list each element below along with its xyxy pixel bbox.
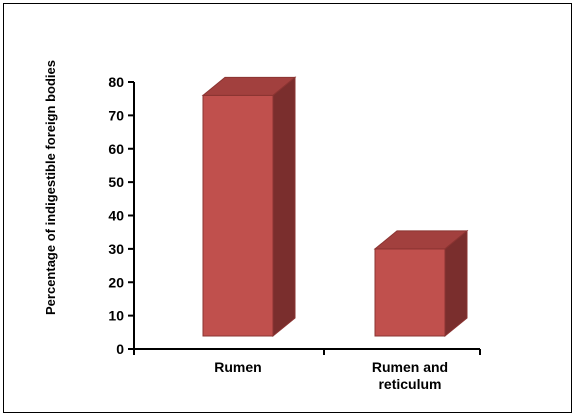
bar-0 bbox=[201, 76, 297, 338]
y-tick-label-30: 30 bbox=[108, 241, 124, 257]
y-tick-label-40: 40 bbox=[108, 208, 124, 224]
y-tick-label-0: 0 bbox=[116, 341, 124, 357]
axes bbox=[128, 81, 481, 355]
y-tick-label-80: 80 bbox=[108, 74, 124, 90]
y-tick-label-60: 60 bbox=[108, 141, 124, 157]
y-axis-title: Percentage of indigestible foreign bodie… bbox=[43, 60, 58, 315]
x-category-label-line: reticulum bbox=[378, 376, 441, 392]
y-tick-label-10: 10 bbox=[108, 308, 124, 324]
bars bbox=[201, 76, 469, 338]
x-category-label-0: Rumen bbox=[214, 359, 261, 375]
y-tick-label-50: 50 bbox=[108, 174, 124, 190]
bar-1 bbox=[373, 229, 469, 338]
bar-front-0 bbox=[202, 94, 274, 337]
x-category-label-line: Rumen and bbox=[372, 359, 448, 375]
y-tick-label-20: 20 bbox=[108, 274, 124, 290]
x-category-label-1: Rumen and reticulum bbox=[372, 359, 448, 392]
bar-side-0 bbox=[272, 76, 296, 338]
bar-side-1 bbox=[444, 229, 468, 338]
y-tick-label-70: 70 bbox=[108, 107, 124, 123]
bar-front-1 bbox=[374, 248, 446, 337]
labels: 0 10 20 30 40 50 60 70 80 Rumen Rumen and reticulum bbox=[108, 74, 448, 392]
x-category-label-line: Rumen bbox=[214, 359, 261, 375]
